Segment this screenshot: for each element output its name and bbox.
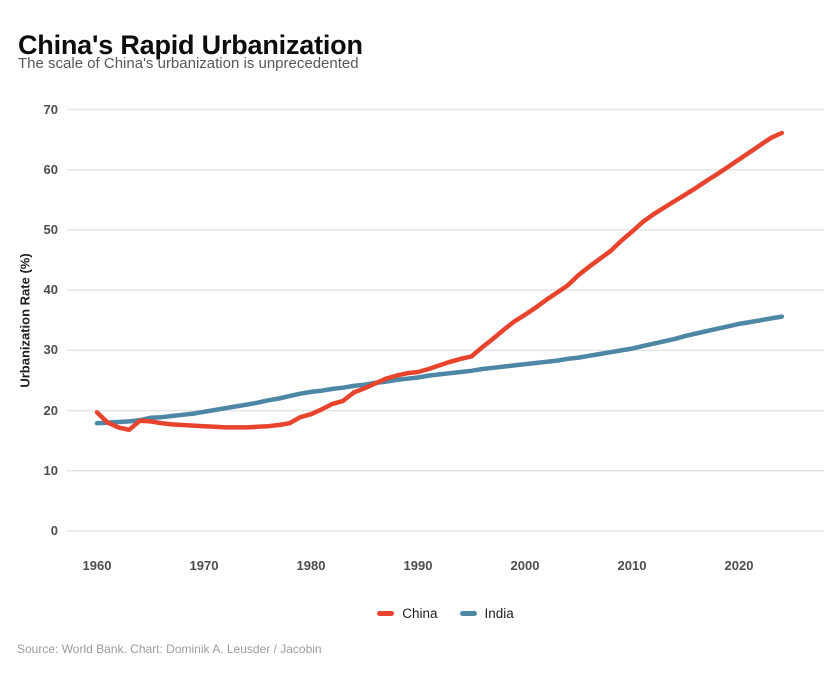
legend-item-china: China (377, 606, 438, 621)
source-credit: Source: World Bank. Chart: Dominik A. Le… (17, 642, 322, 656)
y-tick-label: 50 (43, 221, 58, 237)
y-tick-label: 10 (43, 462, 58, 478)
china-line-series (94, 130, 785, 433)
x-tick-label: 1990 (403, 558, 433, 573)
x-tick-label: 2020 (724, 558, 754, 573)
x-tick-label: 2010 (617, 558, 647, 573)
y-tick-label: 0 (50, 523, 58, 538)
page-title: China's Rapid Urbanization (18, 30, 363, 61)
x-tick-label: 1970 (189, 558, 219, 573)
china-legend-swatch (377, 611, 395, 616)
x-tick-label: 1960 (82, 558, 112, 573)
y-tick-label: 40 (43, 282, 58, 298)
legend-label: China (402, 606, 438, 621)
legend-item-india: India (459, 606, 514, 621)
page-subtitle: The scale of China's urbanization is unp… (18, 55, 359, 72)
y-tick-label: 60 (43, 161, 58, 177)
india-line-series (94, 314, 785, 426)
y-tick-label: 20 (43, 402, 58, 418)
legend: China India (67, 606, 824, 621)
y-axis-title: Urbanization Rate (%) (17, 253, 33, 388)
y-tick-label: 70 (43, 101, 58, 117)
x-tick-label: 2000 (510, 558, 540, 573)
india-legend-swatch (459, 611, 477, 616)
x-tick-label: 1980 (296, 558, 326, 573)
legend-label: India (484, 606, 514, 621)
y-tick-label: 30 (43, 342, 58, 358)
